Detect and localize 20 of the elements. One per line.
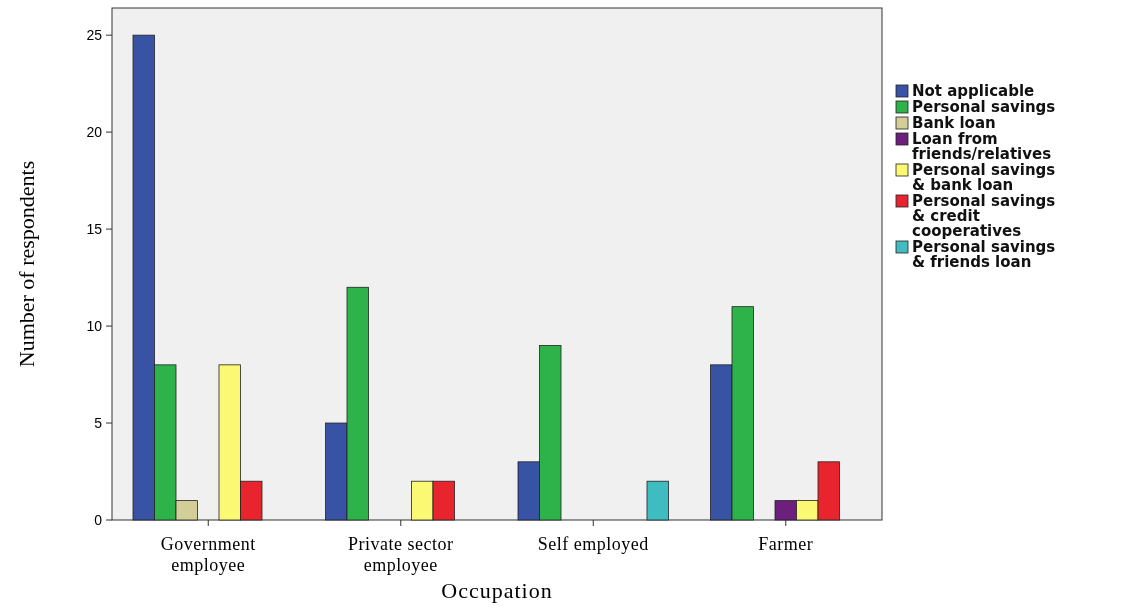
- legend-label: Loan from friends/relatives: [912, 130, 1052, 163]
- y-tick-label: 0: [94, 511, 103, 528]
- legend-label: Personal savings & bank loan: [912, 161, 1056, 194]
- y-tick-label: 20: [86, 124, 103, 141]
- legend-label: Not applicable: [912, 82, 1035, 100]
- legend-label: Personal savings & friends loan: [912, 238, 1056, 271]
- legend-label: Personal savings: [912, 98, 1056, 116]
- y-axis-title: Number of respondents: [14, 160, 39, 368]
- bar: [646, 480, 669, 521]
- x-tick-label: Government employee: [160, 534, 256, 575]
- y-tick-label: 5: [94, 414, 103, 431]
- y-tick-label: 25: [86, 27, 103, 44]
- x-tick-label: Self employed: [537, 534, 649, 554]
- y-tick-label: 15: [86, 220, 103, 237]
- x-tick-label: Farmer: [758, 534, 814, 554]
- x-axis-title: Occupation: [441, 578, 553, 603]
- legend-label: Bank loan: [912, 114, 996, 132]
- legend-label: Personal savings & credit cooperatives: [912, 192, 1056, 240]
- y-tick-label: 10: [86, 317, 103, 334]
- x-tick-label: Private sector employee: [348, 534, 454, 575]
